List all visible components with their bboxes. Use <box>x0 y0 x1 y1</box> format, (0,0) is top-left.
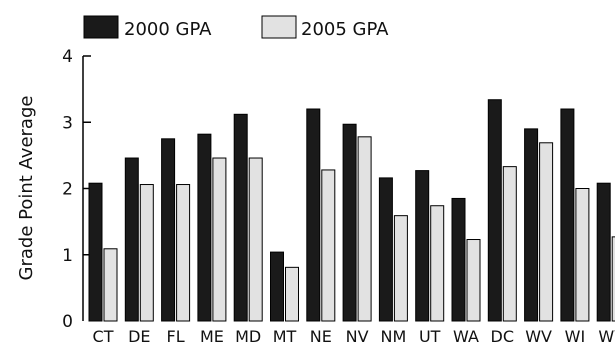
bar-WV-2000 <box>524 128 539 322</box>
y-tick-label: 4 <box>62 47 73 67</box>
bar-DC-2005 <box>502 166 517 322</box>
x-tick-label-MD: MD <box>235 327 261 346</box>
bar-NE-2000 <box>306 108 321 322</box>
y-axis-label: Grade Point Average <box>16 96 37 281</box>
bar-WI-2000 <box>560 108 575 322</box>
bar-WV-2005 <box>539 142 554 322</box>
x-axis-labels: CT DE FL ME MD MT NE NV NM UT WA DC WV WI WY <box>93 327 615 346</box>
bar-UT-2000 <box>415 170 430 322</box>
x-tick-label-UT: UT <box>419 327 441 346</box>
x-tick-label-DE: DE <box>128 327 150 346</box>
y-tick-label: 1 <box>62 246 73 266</box>
x-tick-label-WV: WV <box>525 327 552 346</box>
bar-CT-2000 <box>88 182 103 322</box>
bar-WY-2000 <box>596 182 611 322</box>
bar-CT-2005 <box>103 248 118 322</box>
bar-WA-2000 <box>451 197 466 322</box>
x-tick-label-CT: CT <box>93 327 114 346</box>
x-tick-label-WY: WY <box>598 327 615 346</box>
bar-FL-2005 <box>176 184 191 322</box>
bar-NE-2005 <box>321 169 336 322</box>
bar-NM-2000 <box>378 177 393 322</box>
legend-swatch-2005 <box>261 15 297 39</box>
bar-ME-2000 <box>197 133 212 322</box>
bar-MD-2000 <box>233 113 248 322</box>
bar-MT-2005 <box>285 266 299 322</box>
y-tick-label: 2 <box>62 180 73 200</box>
legend-swatch-2000 <box>83 15 119 39</box>
bar-DE-2000 <box>124 157 139 322</box>
bar-NV-2005 <box>357 136 372 322</box>
bar-WI-2005 <box>575 188 590 322</box>
x-tick-label-MT: MT <box>273 327 297 346</box>
x-tick-label-FL: FL <box>167 327 185 346</box>
bar-WY-2005 <box>611 236 615 322</box>
bar-UT-2005 <box>430 205 445 322</box>
x-tick-label-DC: DC <box>491 327 515 346</box>
y-axis-ticks: 0 1 2 3 4 <box>62 47 91 332</box>
bar-MT-2000 <box>270 251 284 322</box>
x-tick-label-NM: NM <box>381 327 407 346</box>
x-tick-label-WA: WA <box>453 327 479 346</box>
x-tick-label-NE: NE <box>310 327 332 346</box>
y-tick-label: 0 <box>62 312 73 332</box>
bars <box>88 99 615 322</box>
bar-NV-2000 <box>342 123 357 322</box>
legend: 2000 GPA 2005 GPA <box>83 15 389 40</box>
bar-DE-2005 <box>139 184 154 322</box>
bar-ME-2005 <box>212 157 227 322</box>
x-tick-label-ME: ME <box>200 327 224 346</box>
bar-DC-2000 <box>487 99 502 322</box>
x-tick-label-WI: WI <box>565 327 586 346</box>
bar-FL-2000 <box>161 138 176 322</box>
bar-WA-2005 <box>466 239 481 322</box>
legend-label-2000: 2000 GPA <box>124 19 212 40</box>
y-tick-label: 3 <box>62 113 73 133</box>
x-tick-label-NV: NV <box>346 327 369 346</box>
bar-MD-2005 <box>248 157 263 322</box>
legend-label-2005: 2005 GPA <box>301 19 389 40</box>
bar-NM-2005 <box>393 215 408 322</box>
